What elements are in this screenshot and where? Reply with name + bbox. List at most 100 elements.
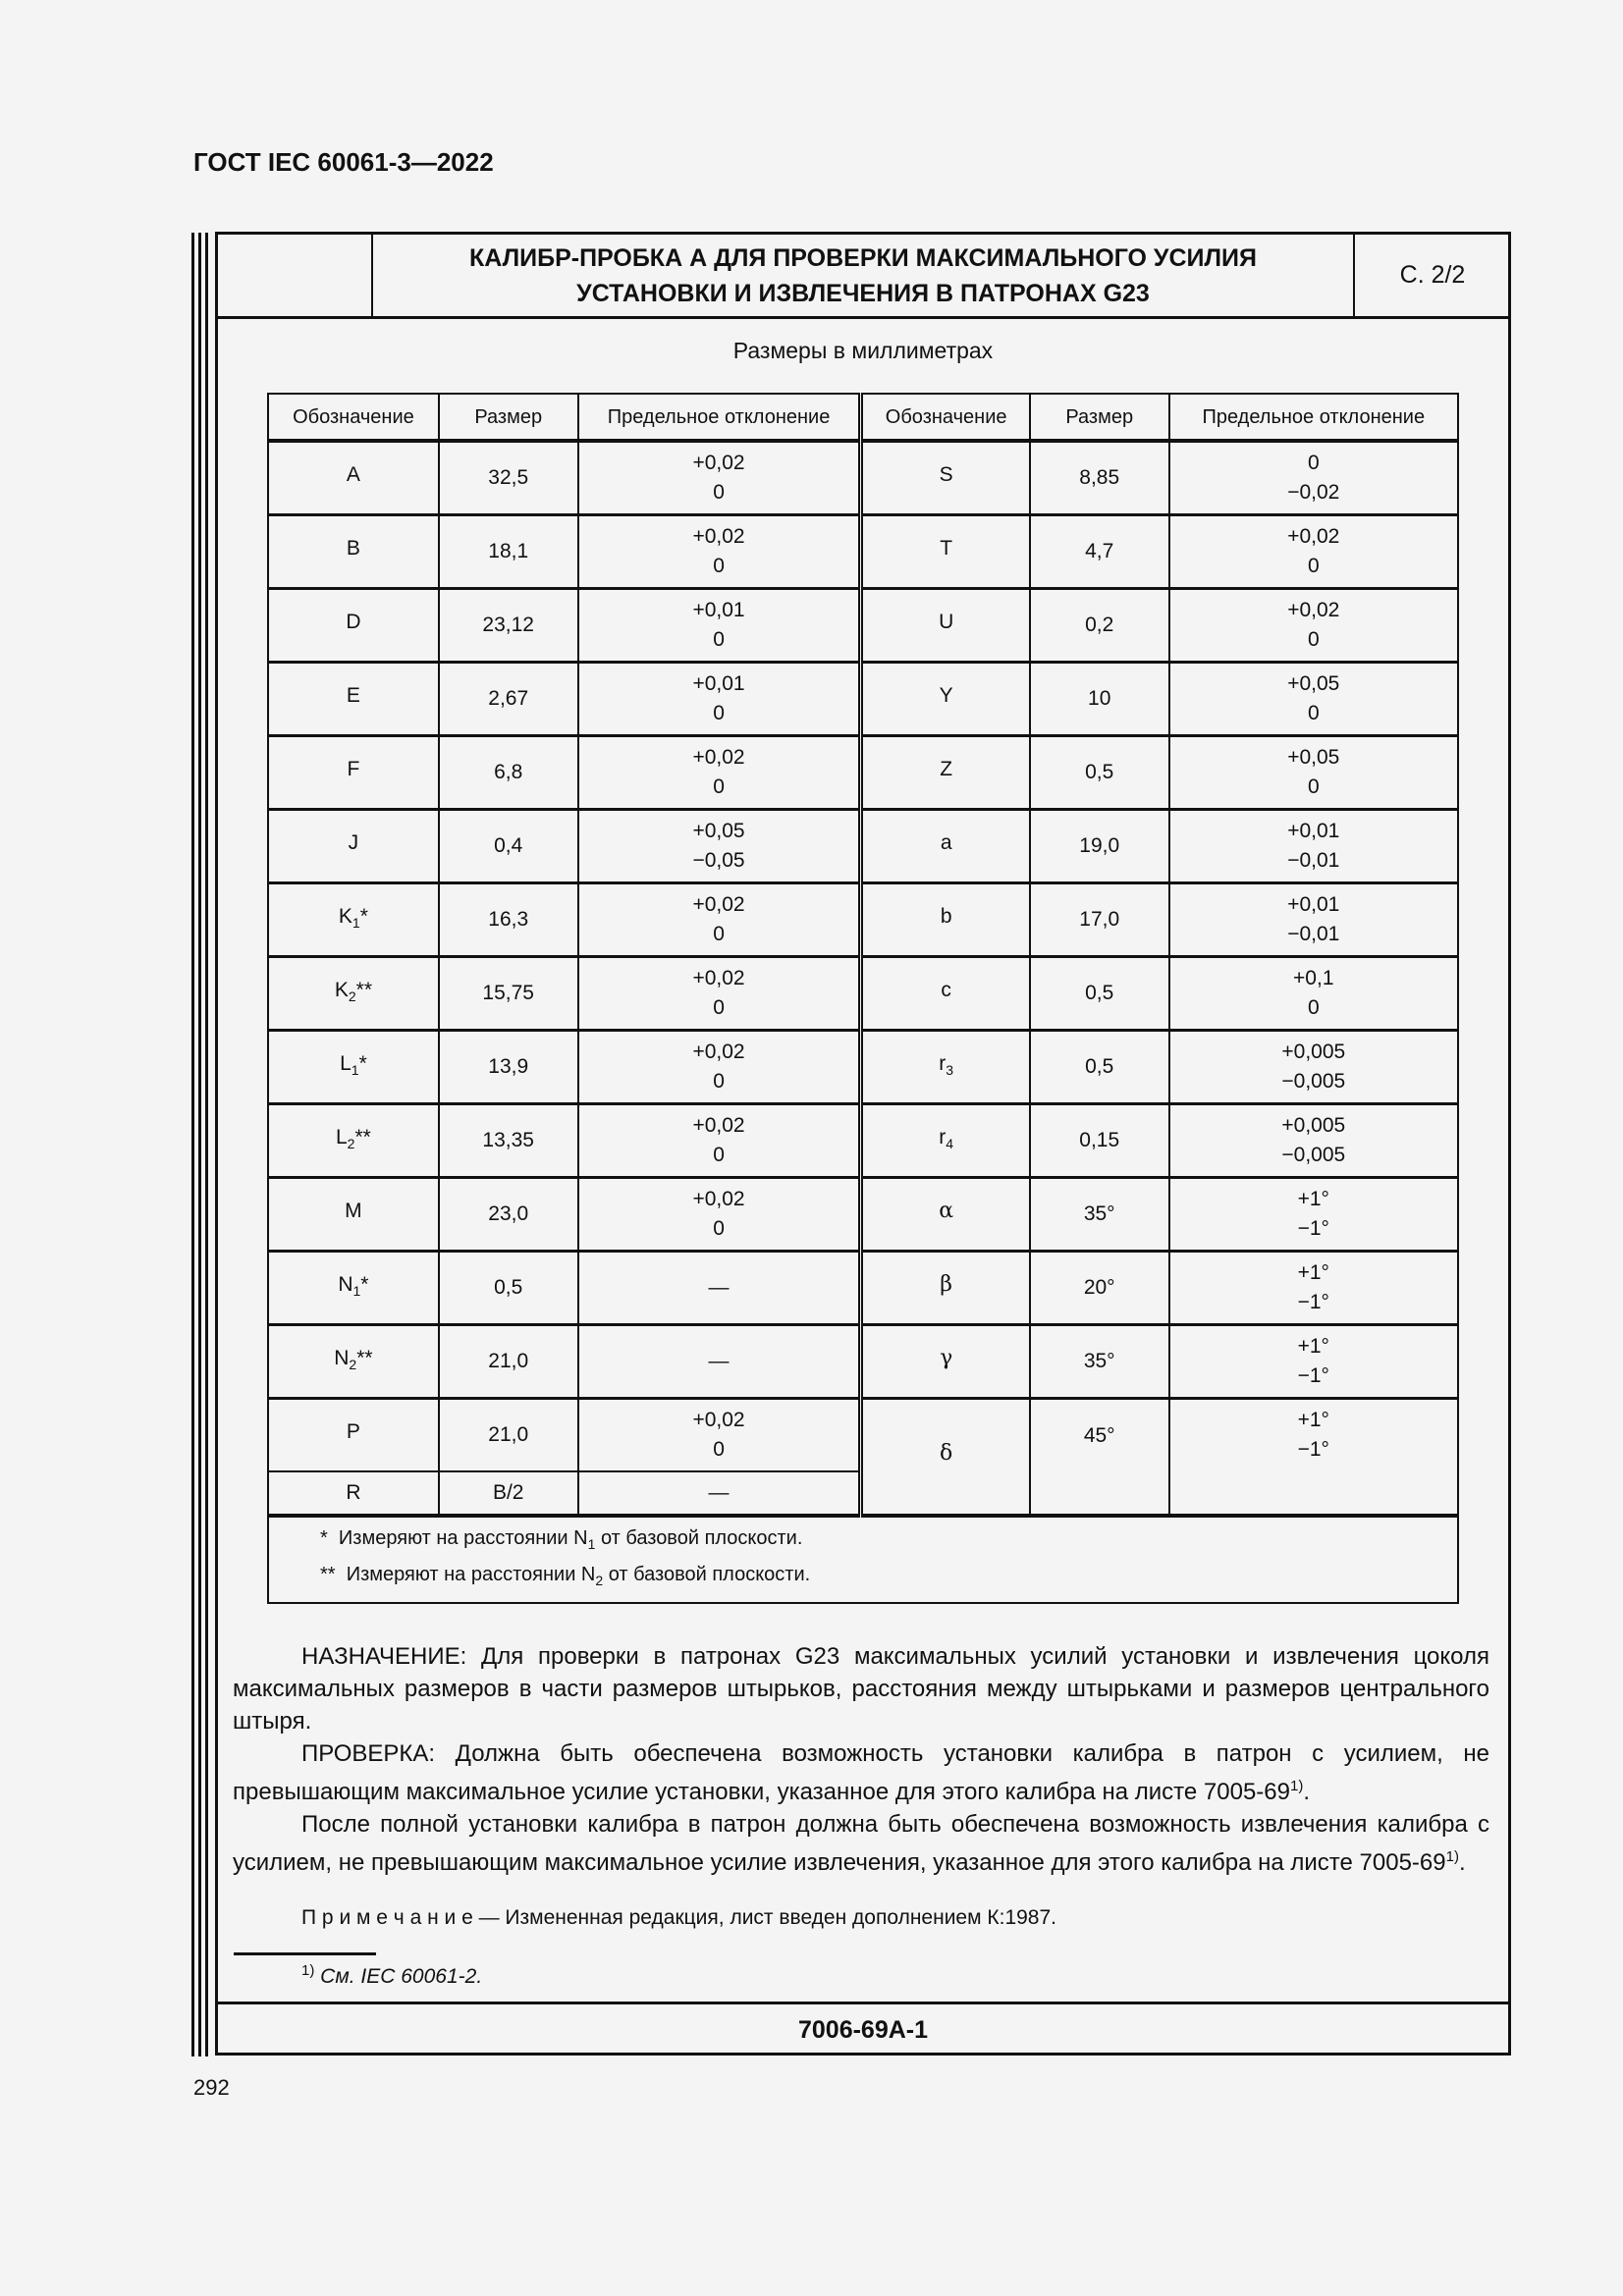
deviation: — bbox=[576, 1250, 862, 1326]
size: 0,2 bbox=[1028, 587, 1170, 664]
size: 2,67 bbox=[437, 661, 579, 737]
designation: α bbox=[858, 1176, 1031, 1253]
size: 17,0 bbox=[1028, 881, 1170, 958]
designation: J bbox=[267, 808, 440, 884]
size: B/2 bbox=[437, 1470, 579, 1517]
footnote-ref: 1) bbox=[1290, 1778, 1304, 1794]
deviation: +0,005 −0,005 bbox=[1167, 1029, 1460, 1105]
size: 32,5 bbox=[437, 439, 579, 516]
deviation: +0,05 0 bbox=[1167, 661, 1460, 737]
table-row: R B/2 — bbox=[267, 1470, 1458, 1517]
table-footnote: * Измеряют на расстоянии N1 от базовой п… bbox=[320, 1527, 803, 1552]
deviation: +0,02 0 bbox=[576, 1176, 862, 1253]
sheet-number: 7006-69А-1 bbox=[218, 2002, 1508, 2056]
size: 0,15 bbox=[1028, 1102, 1170, 1179]
designation: b bbox=[858, 881, 1031, 958]
upper-deviation: +0,02 bbox=[692, 1409, 745, 1431]
lower-deviation: 0 bbox=[713, 996, 725, 1019]
lower-deviation: −0,005 bbox=[1281, 1144, 1346, 1166]
size: 13,35 bbox=[437, 1102, 579, 1179]
footnote-ref: 1) bbox=[1445, 1848, 1459, 1865]
designation: N2** bbox=[267, 1323, 440, 1400]
upper-deviation: +0,02 bbox=[1287, 599, 1340, 621]
column-header: Размер bbox=[1028, 393, 1170, 443]
upper-deviation: +0,02 bbox=[1287, 525, 1340, 548]
deviation: +0,02 0 bbox=[576, 1102, 862, 1179]
margin-line bbox=[205, 233, 208, 2056]
sheet-frame: КАЛИБР-ПРОБКА А ДЛЯ ПРОВЕРКИ МАКСИМАЛЬНО… bbox=[215, 232, 1511, 2056]
upper-deviation: +0,02 bbox=[692, 1041, 745, 1063]
designation: U bbox=[858, 587, 1031, 664]
lower-deviation: 0 bbox=[1307, 775, 1320, 798]
deviation: +0,02 0 bbox=[576, 955, 862, 1032]
designation: Z bbox=[858, 734, 1031, 811]
upper-deviation: — bbox=[708, 1350, 730, 1372]
size: 13,9 bbox=[437, 1029, 579, 1105]
column-header: Предельное отклонение bbox=[576, 393, 862, 443]
upper-deviation: +0,02 bbox=[692, 525, 745, 548]
deviation: +0,02 0 bbox=[576, 1397, 862, 1472]
size: 35° bbox=[1028, 1323, 1170, 1400]
size: 10 bbox=[1028, 661, 1170, 737]
footnote: 1) См. IEC 60061-2. bbox=[301, 1962, 483, 1988]
designation: M bbox=[267, 1176, 440, 1253]
size: 0,5 bbox=[1028, 734, 1170, 811]
footnote-rule bbox=[234, 1952, 376, 1955]
dimensions-table: Обозначение Размер Предельное отклонение Об… bbox=[267, 393, 1460, 1604]
size: 21,0 bbox=[437, 1323, 579, 1400]
lower-deviation: 0 bbox=[713, 923, 725, 945]
lower-deviation: 0 bbox=[713, 481, 725, 504]
lower-deviation: 0 bbox=[713, 1144, 725, 1166]
upper-deviation: +0,02 bbox=[692, 893, 745, 916]
lower-deviation: 0 bbox=[713, 628, 725, 651]
upper-deviation: +0,005 bbox=[1281, 1114, 1346, 1137]
deviation: +0,05 −0,05 bbox=[576, 808, 862, 884]
table-footnote: ** Измеряют на расстоянии N2 от базовой … bbox=[320, 1564, 811, 1588]
title-line: КАЛИБР-ПРОБКА А ДЛЯ ПРОВЕРКИ МАКСИМАЛЬНО… bbox=[468, 243, 1257, 272]
upper-deviation: +0,02 bbox=[692, 967, 745, 989]
upper-deviation: +1° bbox=[1297, 1188, 1329, 1210]
note: П р и м е ч а н и е — Измененная редакци… bbox=[301, 1906, 1056, 1929]
size: 4,7 bbox=[1028, 513, 1170, 590]
deviation: +0,1 0 bbox=[1167, 955, 1460, 1032]
size: 0,4 bbox=[437, 808, 579, 884]
table-row: E 2,67 +0,01 0 Y 10 +0,05 0 bbox=[267, 661, 1460, 737]
lower-deviation: −1° bbox=[1297, 1217, 1329, 1240]
after-paragraph: После полной установки калибра в патрон … bbox=[233, 1811, 1489, 1876]
deviation: +0,02 0 bbox=[576, 1029, 862, 1105]
deviation: +0,02 0 bbox=[576, 439, 862, 516]
table-row: L2** 13,35 +0,02 0 r4 0,15 +0,005 −0,005 bbox=[267, 1102, 1460, 1179]
deviation: +0,01 −0,01 bbox=[1167, 881, 1460, 958]
size: 35° bbox=[1028, 1176, 1170, 1253]
table-footnotes: * Измеряют на расстоянии N1 от базовой п… bbox=[267, 1514, 1459, 1604]
upper-deviation: +0,01 bbox=[1287, 893, 1340, 916]
lower-deviation: 0 bbox=[713, 775, 725, 798]
table-row: M 23,0 +0,02 0 α 35° +1° −1° bbox=[267, 1176, 1460, 1253]
deviation: +0,005 −0,005 bbox=[1167, 1102, 1460, 1179]
size: 6,8 bbox=[437, 734, 579, 811]
table-row: A 32,5 +0,02 0 S 8,85 0 −0,02 bbox=[267, 439, 1460, 516]
deviation: +0,02 0 bbox=[576, 734, 862, 811]
designation: L1* bbox=[267, 1029, 440, 1105]
deviation: +1° −1° bbox=[1167, 1250, 1460, 1326]
lower-deviation: −1° bbox=[1297, 1291, 1329, 1313]
lower-deviation: 0 bbox=[1307, 702, 1320, 724]
sheet-header: КАЛИБР-ПРОБКА А ДЛЯ ПРОВЕРКИ МАКСИМАЛЬНО… bbox=[218, 235, 1508, 319]
lower-deviation: 0 bbox=[1307, 628, 1320, 651]
designation: c bbox=[858, 955, 1031, 1032]
lower-deviation: −0,02 bbox=[1287, 481, 1340, 504]
upper-deviation: +0,01 bbox=[1287, 820, 1340, 842]
deviation: — bbox=[576, 1323, 862, 1400]
table-row: B 18,1 +0,02 0 T 4,7 +0,02 0 bbox=[267, 513, 1460, 590]
body-text: НАЗНАЧЕНИЕ: Для проверки в патронах G23 … bbox=[233, 1640, 1489, 1879]
upper-deviation: +0,05 bbox=[1287, 746, 1340, 769]
lower-deviation: 0 bbox=[713, 702, 725, 724]
lower-deviation: 0 bbox=[713, 1217, 725, 1240]
lower-deviation: −0,01 bbox=[1287, 923, 1340, 945]
size: 45° bbox=[1028, 1397, 1170, 1517]
deviation: +0,02 0 bbox=[1167, 587, 1460, 664]
table-row: K2** 15,75 +0,02 0 c 0,5 +0,1 0 bbox=[267, 955, 1460, 1032]
upper-deviation: +0,01 bbox=[692, 672, 745, 695]
designation: N1* bbox=[267, 1250, 440, 1326]
size: 21,0 bbox=[437, 1397, 579, 1472]
